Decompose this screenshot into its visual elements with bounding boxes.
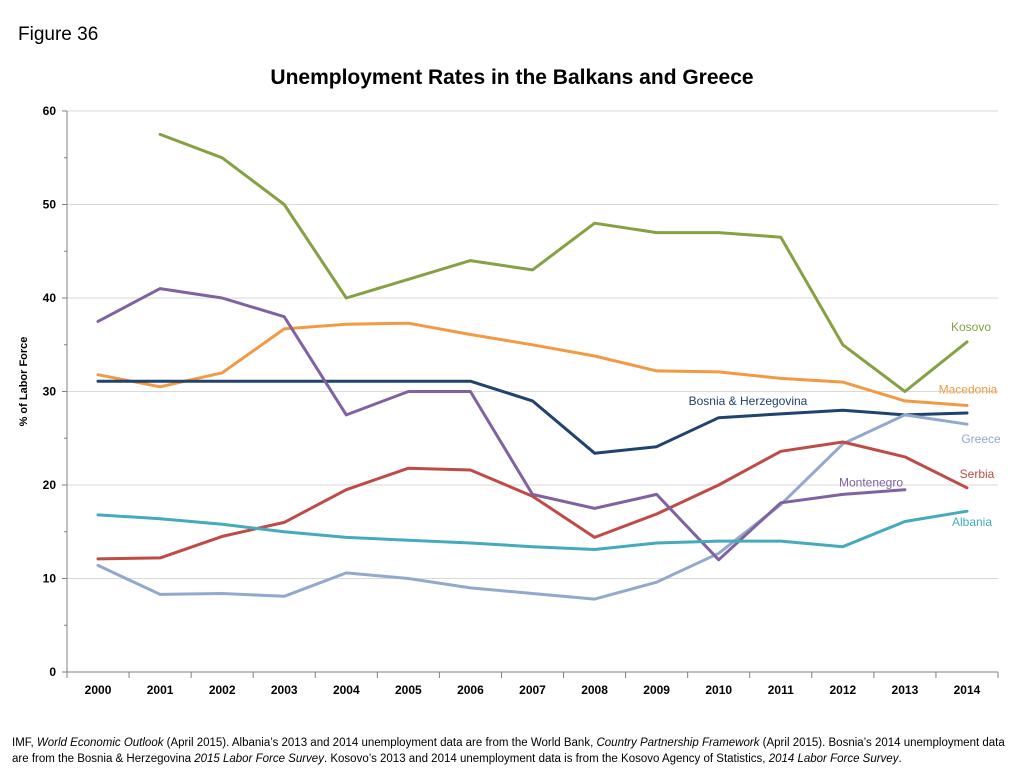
series-line-bosnia-herzegovina bbox=[96, 379, 969, 455]
y-tick-label: 60 bbox=[43, 104, 57, 118]
series-line-greece bbox=[96, 413, 969, 601]
y-tick-label: 20 bbox=[43, 478, 57, 492]
x-tick-label: 2013 bbox=[892, 683, 919, 697]
x-tick-label: 2005 bbox=[395, 683, 422, 697]
series-label-albania: Albania bbox=[952, 515, 992, 529]
series-line-serbia bbox=[96, 440, 969, 561]
series-label-bosnia-herzegovina: Bosnia & Herzegovina bbox=[689, 394, 808, 408]
x-tick-label: 2007 bbox=[519, 683, 546, 697]
x-tick-label: 2014 bbox=[954, 683, 981, 697]
series-label-greece: Greece bbox=[961, 432, 1001, 446]
y-tick-label: 40 bbox=[43, 291, 57, 305]
y-tick-label: 50 bbox=[43, 198, 57, 212]
source-text: (April 2015). Bosnia’s 2014 unemployment… bbox=[12, 737, 1005, 765]
series-line-albania bbox=[96, 509, 969, 551]
series-line-macedonia bbox=[96, 321, 969, 407]
x-tick-label: 2009 bbox=[643, 683, 670, 697]
y-tick-label: 30 bbox=[43, 385, 57, 399]
series-line-montenegro bbox=[96, 287, 907, 562]
x-tick-label: 2006 bbox=[457, 683, 484, 697]
x-tick-label: 2010 bbox=[705, 683, 732, 697]
x-tick-label: 2003 bbox=[271, 683, 298, 697]
figure-label: Figure 36 bbox=[18, 24, 99, 45]
y-tick-label: 10 bbox=[43, 572, 57, 586]
source-title: 2014 Labor Force Survey bbox=[768, 753, 899, 765]
series-label-montenegro: Montenegro bbox=[839, 476, 903, 490]
series-line-kosovo bbox=[158, 132, 969, 393]
series-label-kosovo: Kosovo bbox=[951, 320, 991, 334]
source-text: . Kosovo’s 2013 and 2014 unemployment da… bbox=[323, 753, 769, 765]
source-text: . bbox=[898, 753, 902, 765]
x-tick-label: 2002 bbox=[209, 683, 236, 697]
source-title: 2015 Labor Force Survey bbox=[194, 753, 324, 765]
source-title: Country Partnership Framework bbox=[596, 737, 760, 749]
source-title: World Economic Outlook bbox=[36, 737, 164, 749]
source-note: IMF, World Economic Outlook (April 2015)… bbox=[12, 735, 1012, 767]
series-label-serbia: Serbia bbox=[960, 467, 995, 481]
line-chart: 0 10 20 30 40 50 60 2000 2001 2002 2003 2004 2005 200… bbox=[18, 104, 1001, 697]
source-text: (April 2015). Albania’s 2013 and 2014 un… bbox=[163, 737, 597, 749]
source-text: IMF, bbox=[12, 737, 37, 749]
x-tick-label: 2012 bbox=[829, 683, 856, 697]
y-axis-label: % of Labor Force bbox=[18, 337, 30, 427]
x-tick-label: 2008 bbox=[581, 683, 608, 697]
chart-title: Unemployment Rates in the Balkans and Gr… bbox=[270, 66, 754, 89]
y-tick-label: 0 bbox=[49, 665, 56, 679]
x-tick-label: 2000 bbox=[85, 683, 112, 697]
series-label-macedonia: Macedonia bbox=[939, 383, 998, 397]
x-tick-label: 2004 bbox=[333, 683, 360, 697]
x-tick-label: 2001 bbox=[147, 683, 174, 697]
x-tick-label: 2011 bbox=[768, 683, 794, 697]
